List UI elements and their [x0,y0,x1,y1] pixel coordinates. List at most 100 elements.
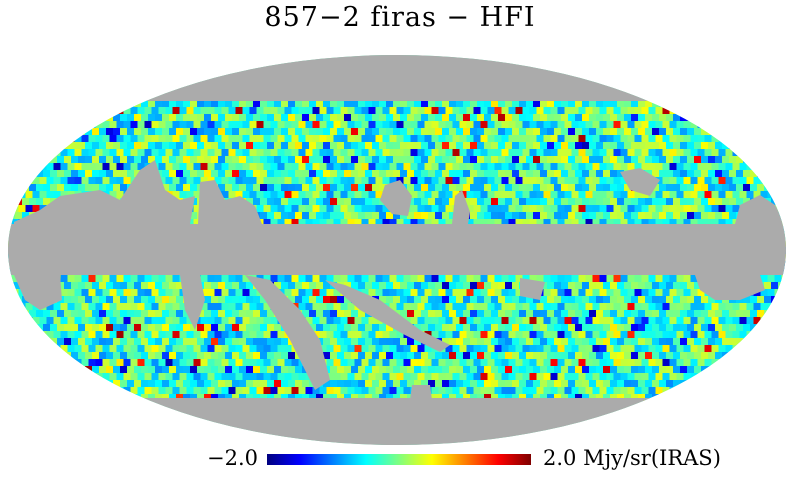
map-pixel [463,170,470,177]
map-pixel [386,170,393,177]
map-pixel [361,219,369,226]
map-pixel [242,345,250,352]
map-pixel [228,317,236,324]
map-pixel [186,345,194,352]
map-pixel [379,380,386,387]
map-pixel [43,324,50,331]
map-pixel [575,394,582,401]
map-pixel [102,387,110,394]
map-pixel [295,114,302,121]
map-pixel [246,100,253,107]
map-pixel [179,345,187,352]
map-pixel [99,142,106,149]
map-pixel [669,107,677,114]
map-pixel [197,100,204,107]
map-pixel [50,100,57,107]
map-pixel [438,177,446,184]
map-pixel [554,198,561,205]
map-pixel [64,324,71,331]
map-pixel [78,394,85,401]
map-pixel [88,135,96,142]
map-pixel [613,191,621,198]
map-pixel [550,331,558,338]
map-pixel [505,100,512,107]
map-pixel [396,121,404,128]
map-pixel [610,324,617,331]
map-pixel [480,163,488,170]
map-pixel [200,387,208,394]
map-pixel [774,317,782,324]
map-pixel [431,317,439,324]
map-pixel [172,387,180,394]
map-pixel [330,366,337,373]
map-pixel [529,387,537,394]
map-pixel [547,198,554,205]
map-pixel [393,100,400,107]
map-pixel [218,310,225,317]
map-pixel [242,107,250,114]
map-pixel [400,142,407,149]
map-pixel [631,394,638,401]
map-pixel [512,338,519,345]
map-pixel [620,289,628,296]
map-pixel [673,282,680,289]
map-pixel [67,107,75,114]
map-pixel [375,387,383,394]
map-pixel [519,142,526,149]
map-pixel [298,135,306,142]
map-pixel [431,205,439,212]
map-pixel [354,317,362,324]
map-pixel [267,100,274,107]
map-pixel [340,107,348,114]
map-pixel [169,324,176,331]
map-pixel [508,107,516,114]
map-pixel [592,289,600,296]
map-pixel [137,345,145,352]
map-pixel [774,121,782,128]
map-pixel [669,121,677,128]
map-pixel [729,184,736,191]
map-pixel [81,373,89,380]
map-pixel [442,184,449,191]
map-pixel [746,303,754,310]
map-pixel [260,366,267,373]
map-pixel [179,163,187,170]
map-pixel [218,156,225,163]
map-pixel [578,107,586,114]
map-pixel [18,317,26,324]
map-pixel [64,184,71,191]
map-pixel [599,135,607,142]
map-pixel [606,373,614,380]
map-pixel [491,128,498,135]
map-pixel [333,149,341,156]
map-pixel [8,212,15,219]
map-pixel [256,135,264,142]
map-pixel [253,198,260,205]
map-pixel [162,282,169,289]
map-pixel [456,296,463,303]
map-pixel [575,338,582,345]
map-pixel [484,282,491,289]
map-pixel [183,142,190,149]
map-pixel [99,380,106,387]
map-pixel [197,156,204,163]
map-pixel [491,198,498,205]
map-pixel [274,142,281,149]
map-pixel [312,163,320,170]
map-pixel [557,359,565,366]
map-pixel [298,303,306,310]
map-pixel [771,394,778,401]
map-pixel [81,275,89,282]
map-pixel [449,128,456,135]
map-pixel [536,275,544,282]
map-pixel [403,135,411,142]
map-pixel [95,107,103,114]
map-pixel [60,107,68,114]
map-pixel [39,359,47,366]
map-pixel [662,289,670,296]
map-pixel [589,156,596,163]
map-pixel [214,303,222,310]
map-pixel [785,156,786,163]
map-pixel [67,275,75,282]
map-pixel [81,317,89,324]
